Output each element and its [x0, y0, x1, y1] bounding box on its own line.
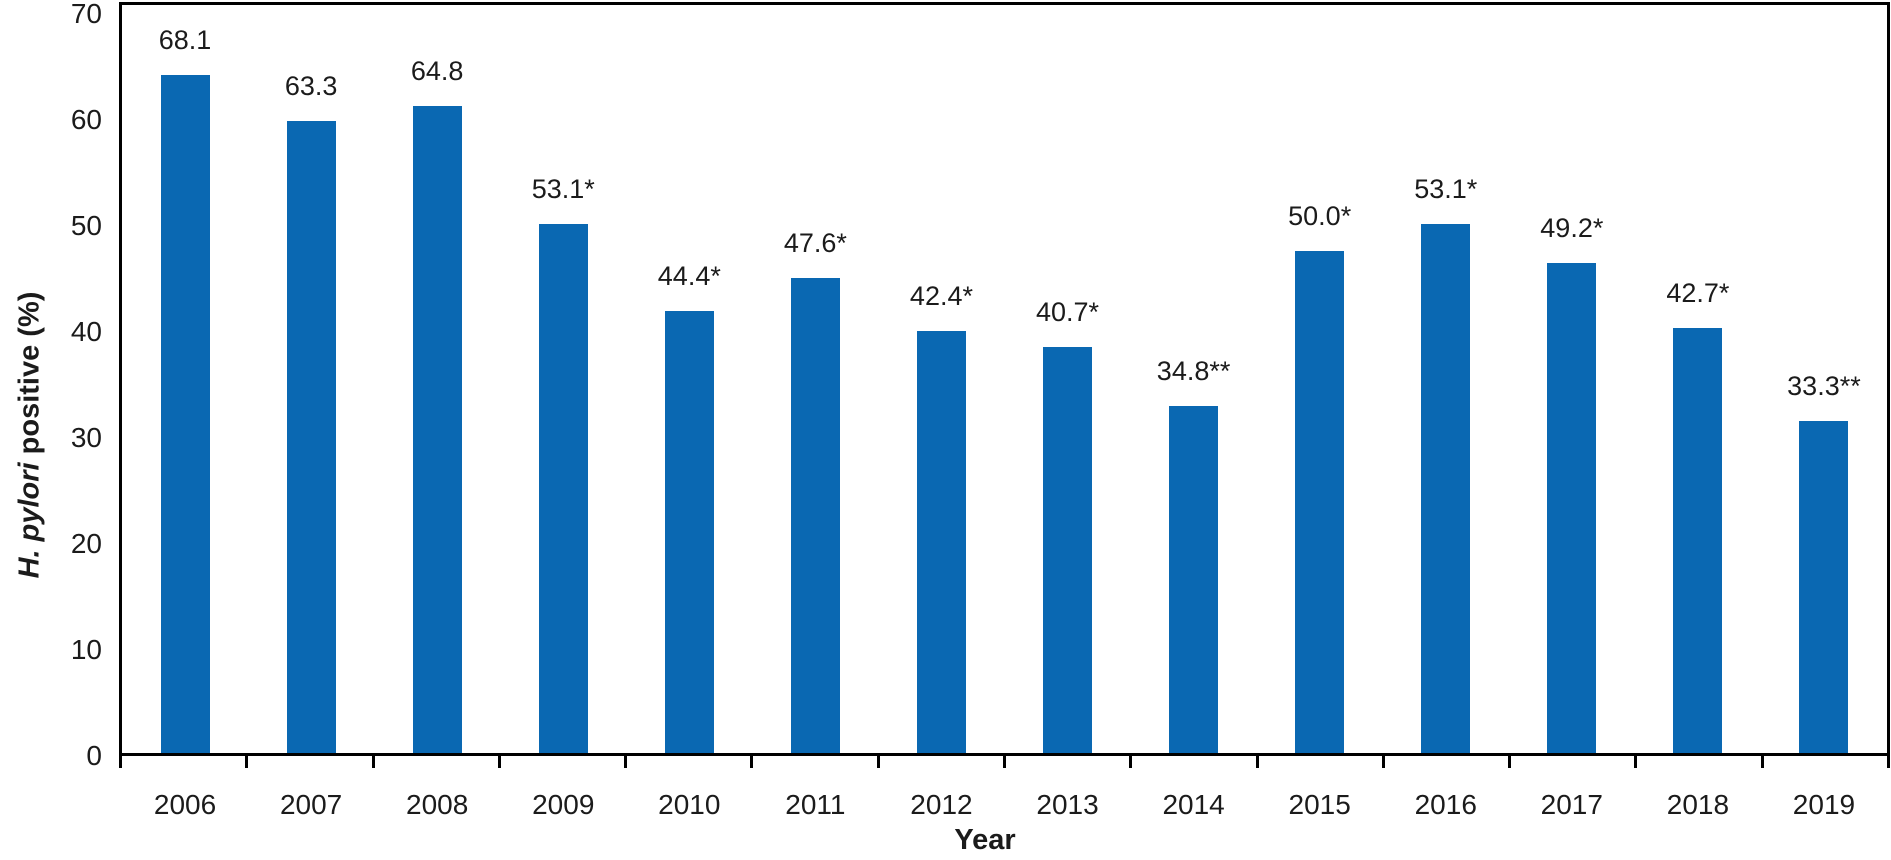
plot-area: 68.1 63.3 64.8 53.1* 44.4* 47.6* 42.4* 40.7* 34.… — [119, 2, 1890, 756]
y-tick-label-40: 40 — [70, 316, 102, 347]
x-axis-boundary-tick — [1003, 756, 1006, 768]
bar-2008 — [412, 106, 462, 753]
bar-2010 — [664, 310, 714, 753]
y-axis-title-italic-part: H. pylori — [13, 462, 46, 579]
x-tick-label-2012: 2012 — [910, 789, 973, 820]
bar-value-label-2009: 53.1* — [531, 174, 595, 205]
x-axis-boundary-tick — [371, 756, 375, 768]
bar-value-label-2013: 40.7* — [1036, 297, 1100, 328]
x-tick-label-2017: 2017 — [1540, 789, 1603, 820]
y-tick-label-70: 70 — [70, 0, 102, 29]
x-tick-label-2018: 2018 — [1666, 789, 1730, 820]
y-tick-label-60: 60 — [70, 104, 102, 135]
bar-2013 — [1043, 347, 1093, 753]
bar-value-label-2016: 53.1* — [1414, 174, 1478, 205]
y-tick-label-50: 50 — [70, 210, 102, 241]
bar-2017 — [1547, 263, 1597, 753]
y-tick-label-0: 0 — [86, 740, 102, 771]
x-axis-title: Year — [954, 824, 1016, 856]
bar-value-label-2007: 63.3 — [284, 71, 338, 102]
bar-2009 — [538, 224, 588, 753]
bar-value-label-2011: 47.6* — [783, 228, 847, 259]
bar-2012 — [916, 331, 966, 753]
bar-2014 — [1169, 406, 1219, 753]
x-axis-boundary-tick — [1760, 756, 1764, 768]
x-tick-label-2009: 2009 — [532, 789, 595, 820]
x-tick-label-2010: 2010 — [658, 789, 721, 820]
x-axis-boundary-tick — [624, 756, 628, 768]
x-axis-boundary-tick — [1508, 756, 1512, 768]
x-tick-label-2013: 2013 — [1036, 789, 1099, 820]
x-axis-boundary-tick — [876, 756, 880, 768]
y-tick-label-30: 30 — [70, 422, 102, 453]
bar-value-label-2010: 44.4* — [657, 260, 721, 291]
x-axis-boundary-tick — [750, 756, 754, 768]
x-axis-boundary-tick — [1129, 756, 1133, 768]
bar-value-label-2019: 33.3** — [1787, 371, 1861, 402]
x-tick-label-2006: 2006 — [153, 789, 217, 820]
bar-value-label-2006: 68.1 — [158, 24, 212, 55]
x-tick-label-2007: 2007 — [279, 789, 343, 820]
bar-value-label-2015: 50.0* — [1288, 200, 1352, 231]
bar-2019 — [1799, 421, 1849, 753]
x-tick-label-2016: 2016 — [1414, 789, 1477, 820]
bar-value-label-2008: 64.8 — [410, 56, 464, 87]
bar-2018 — [1673, 327, 1723, 753]
bar-value-label-2018: 42.7* — [1666, 277, 1730, 308]
bar-2015 — [1295, 250, 1345, 753]
x-axis-boundary-tick — [1255, 756, 1259, 768]
y-tick-label-10: 10 — [70, 634, 102, 665]
x-tick-label-2011: 2011 — [785, 789, 846, 820]
x-axis-boundary-tick — [1381, 756, 1385, 768]
bar-value-label-2012: 42.4* — [909, 281, 973, 312]
x-axis-boundary-tick — [245, 756, 249, 768]
bar-value-label-2014: 34.8** — [1156, 356, 1231, 387]
bar-2007 — [286, 121, 336, 753]
x-tick-label-2008: 2008 — [406, 789, 469, 820]
y-tick-label-20: 20 — [70, 528, 102, 559]
x-axis-boundary-tick — [497, 756, 501, 768]
x-tick-label-2015: 2015 — [1288, 789, 1351, 820]
x-axis-boundary-tick — [119, 756, 122, 768]
bar-value-label-2017: 49.2* — [1540, 213, 1604, 244]
x-axis-boundary-tick — [1634, 756, 1638, 768]
bar-2016 — [1421, 224, 1471, 753]
bar-2006 — [160, 74, 210, 753]
x-tick-label-2019: 2019 — [1792, 789, 1856, 820]
x-axis-boundary-tick — [1887, 756, 1890, 768]
x-tick-label-2014: 2014 — [1162, 789, 1225, 820]
bar-2011 — [790, 278, 840, 753]
